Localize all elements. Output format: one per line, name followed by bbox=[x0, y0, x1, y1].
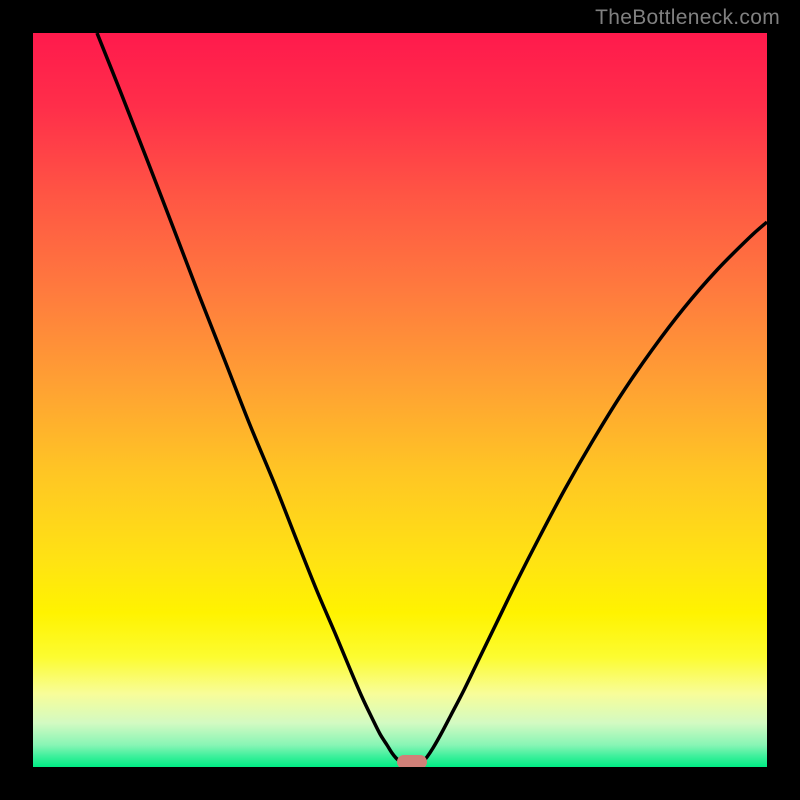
curve-overlay bbox=[33, 33, 767, 767]
watermark-text: TheBottleneck.com bbox=[595, 6, 780, 30]
right-curve-path bbox=[423, 222, 767, 762]
chart-plot-area bbox=[33, 33, 767, 767]
left-curve-path bbox=[97, 33, 400, 762]
minimum-marker bbox=[397, 755, 427, 767]
